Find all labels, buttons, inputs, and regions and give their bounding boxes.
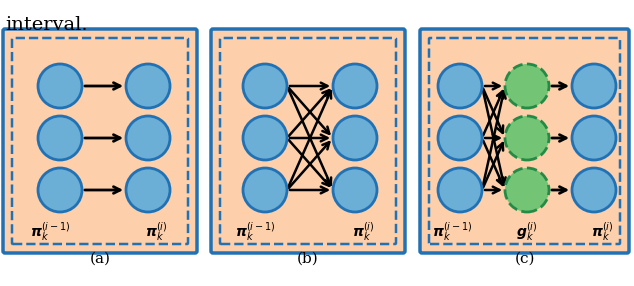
Circle shape <box>38 64 82 108</box>
Circle shape <box>438 116 482 160</box>
Circle shape <box>333 116 377 160</box>
FancyBboxPatch shape <box>3 29 197 253</box>
Text: $\boldsymbol{g}_k^{(i)}$: $\boldsymbol{g}_k^{(i)}$ <box>516 221 538 244</box>
Circle shape <box>505 116 549 160</box>
Circle shape <box>38 116 82 160</box>
Circle shape <box>505 64 549 108</box>
Circle shape <box>126 64 170 108</box>
Circle shape <box>333 168 377 212</box>
Text: (b): (b) <box>297 252 319 266</box>
Circle shape <box>38 168 82 212</box>
Text: $\boldsymbol{\pi}_k^{(i-1)}$: $\boldsymbol{\pi}_k^{(i-1)}$ <box>30 221 70 244</box>
Circle shape <box>505 168 549 212</box>
Circle shape <box>243 116 287 160</box>
FancyBboxPatch shape <box>420 29 629 253</box>
Text: (c): (c) <box>514 252 534 266</box>
Circle shape <box>572 64 616 108</box>
Circle shape <box>572 116 616 160</box>
Circle shape <box>572 168 616 212</box>
Text: $\boldsymbol{\pi}_k^{(i-1)}$: $\boldsymbol{\pi}_k^{(i-1)}$ <box>235 221 275 244</box>
Text: (a): (a) <box>89 252 110 266</box>
Circle shape <box>333 64 377 108</box>
Circle shape <box>243 64 287 108</box>
Text: $\boldsymbol{\pi}_k^{(i)}$: $\boldsymbol{\pi}_k^{(i)}$ <box>145 221 167 244</box>
Circle shape <box>126 168 170 212</box>
Circle shape <box>126 116 170 160</box>
Text: interval.: interval. <box>5 16 87 34</box>
Circle shape <box>438 64 482 108</box>
Text: $\boldsymbol{\pi}_k^{(i)}$: $\boldsymbol{\pi}_k^{(i)}$ <box>591 221 613 244</box>
FancyBboxPatch shape <box>211 29 405 253</box>
Text: $\boldsymbol{\pi}_k^{(i)}$: $\boldsymbol{\pi}_k^{(i)}$ <box>352 221 374 244</box>
Circle shape <box>243 168 287 212</box>
Circle shape <box>438 168 482 212</box>
Text: $\boldsymbol{\pi}_k^{(i-1)}$: $\boldsymbol{\pi}_k^{(i-1)}$ <box>432 221 472 244</box>
